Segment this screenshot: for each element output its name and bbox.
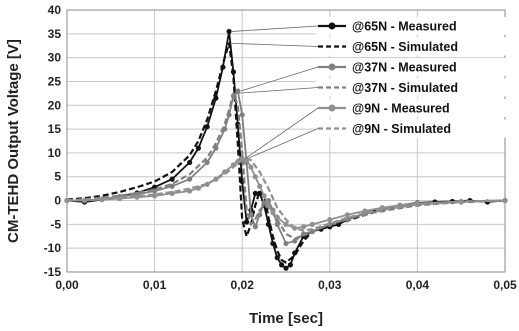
data-point xyxy=(292,238,298,244)
data-point xyxy=(226,28,232,35)
legend-label: @9N - Measured xyxy=(352,102,450,116)
legend-label: @65N - Measured xyxy=(352,20,457,34)
legend-marker xyxy=(328,63,336,71)
legend-entry-9n-measured: @9N - Measured xyxy=(244,99,508,159)
data-point xyxy=(235,88,241,94)
data-point xyxy=(204,181,210,187)
legend-label: @37N - Simulated xyxy=(352,81,458,95)
data-point xyxy=(344,212,350,218)
y-tick-label: 5 xyxy=(54,170,61,184)
data-point xyxy=(309,221,315,227)
axis-ticks: -15 -10 -5 0 5 10 15 20 25 30 35 40 0,00 0,01 0,02 0,03… xyxy=(44,3,517,292)
y-tick-label: 35 xyxy=(48,27,62,41)
data-point xyxy=(257,212,263,218)
legend-leader-line xyxy=(232,25,319,32)
y-tick-label: 40 xyxy=(48,3,62,17)
data-point xyxy=(362,208,368,214)
y-tick-label: 15 xyxy=(48,122,62,136)
data-point xyxy=(152,184,158,190)
data-point xyxy=(235,158,241,165)
data-point xyxy=(239,112,245,118)
legend-bg xyxy=(316,78,508,97)
data-point xyxy=(300,224,307,230)
x-tick-label: 0,04 xyxy=(406,278,430,292)
data-point xyxy=(64,197,70,204)
y-tick-label: 10 xyxy=(48,146,62,160)
legend-entry-37n-measured: @37N - Measured xyxy=(240,58,508,92)
data-point xyxy=(287,262,293,268)
data-point xyxy=(195,145,201,151)
data-point xyxy=(243,219,250,225)
y-tick-label: 0 xyxy=(54,194,61,208)
data-point xyxy=(279,262,285,268)
data-point xyxy=(270,209,276,216)
legend-leader-line xyxy=(232,42,319,47)
legend-label: @65N - Simulated xyxy=(352,40,458,54)
data-point xyxy=(270,240,276,247)
x-tick-label: 0,00 xyxy=(55,278,79,292)
legend-bg xyxy=(316,119,508,138)
data-point xyxy=(327,217,333,223)
legend-entry-9n-simulated: @9N - Simulated xyxy=(249,119,508,159)
legend-bg xyxy=(316,58,508,76)
data-point xyxy=(169,183,175,189)
y-tick-label: 25 xyxy=(48,74,62,88)
legend-bg xyxy=(316,37,508,56)
legend-entry-65n-measured: @65N - Measured xyxy=(232,17,508,35)
data-point xyxy=(248,164,254,170)
data-point xyxy=(152,188,158,194)
data-point xyxy=(257,183,263,189)
legend-marker xyxy=(328,22,336,30)
legend-leader-line xyxy=(236,87,319,94)
data-point xyxy=(252,174,258,180)
x-tick-label: 0,03 xyxy=(318,278,342,292)
data-point xyxy=(252,190,258,196)
legend: @65N - Measured @65N - Simulated @37N - Me… xyxy=(232,17,508,159)
data-point xyxy=(261,193,267,199)
y-tick-label: -5 xyxy=(50,217,61,231)
data-point xyxy=(204,159,210,166)
y-tick-label: 30 xyxy=(48,51,62,65)
data-point xyxy=(283,221,289,227)
data-point xyxy=(261,200,267,206)
legend-label: @37N - Measured xyxy=(352,61,457,75)
x-tick-label: 0,01 xyxy=(143,278,167,292)
y-axis-label: CM-TEHD Output Voltage [V] xyxy=(5,39,22,243)
legend-entry-37n-simulated: @37N - Simulated xyxy=(236,78,508,97)
series-line xyxy=(66,156,506,232)
data-point xyxy=(169,176,175,182)
data-point xyxy=(274,214,280,220)
y-tick-label: -15 xyxy=(44,265,62,279)
data-point xyxy=(248,212,254,218)
data-point xyxy=(283,240,289,247)
data-point xyxy=(116,196,123,202)
y-tick-label: -10 xyxy=(44,241,62,255)
data-point xyxy=(213,95,219,101)
legend-marker xyxy=(328,104,336,112)
series-layer xyxy=(64,28,508,271)
y-tick-label: 20 xyxy=(48,98,62,112)
series-9n-simulated xyxy=(66,156,506,232)
legend-label: @9N - Simulated xyxy=(352,122,451,136)
legend-bg xyxy=(316,17,508,35)
data-point xyxy=(252,224,258,230)
legend-leader-line xyxy=(240,66,319,92)
plot-area xyxy=(66,9,506,273)
x-tick-label: 0,05 xyxy=(493,278,517,292)
legend-bg xyxy=(316,99,508,117)
data-point xyxy=(265,202,272,208)
x-axis-label: Time [sec] xyxy=(249,310,323,327)
data-point xyxy=(187,159,193,166)
data-point xyxy=(283,265,289,271)
data-point xyxy=(274,255,280,261)
data-point xyxy=(187,176,193,182)
legend-leader-line xyxy=(244,107,319,159)
legend-leader-line xyxy=(249,128,319,159)
legend-entry-65n-simulated: @65N - Simulated xyxy=(232,37,508,56)
x-tick-label: 0,02 xyxy=(231,278,255,292)
